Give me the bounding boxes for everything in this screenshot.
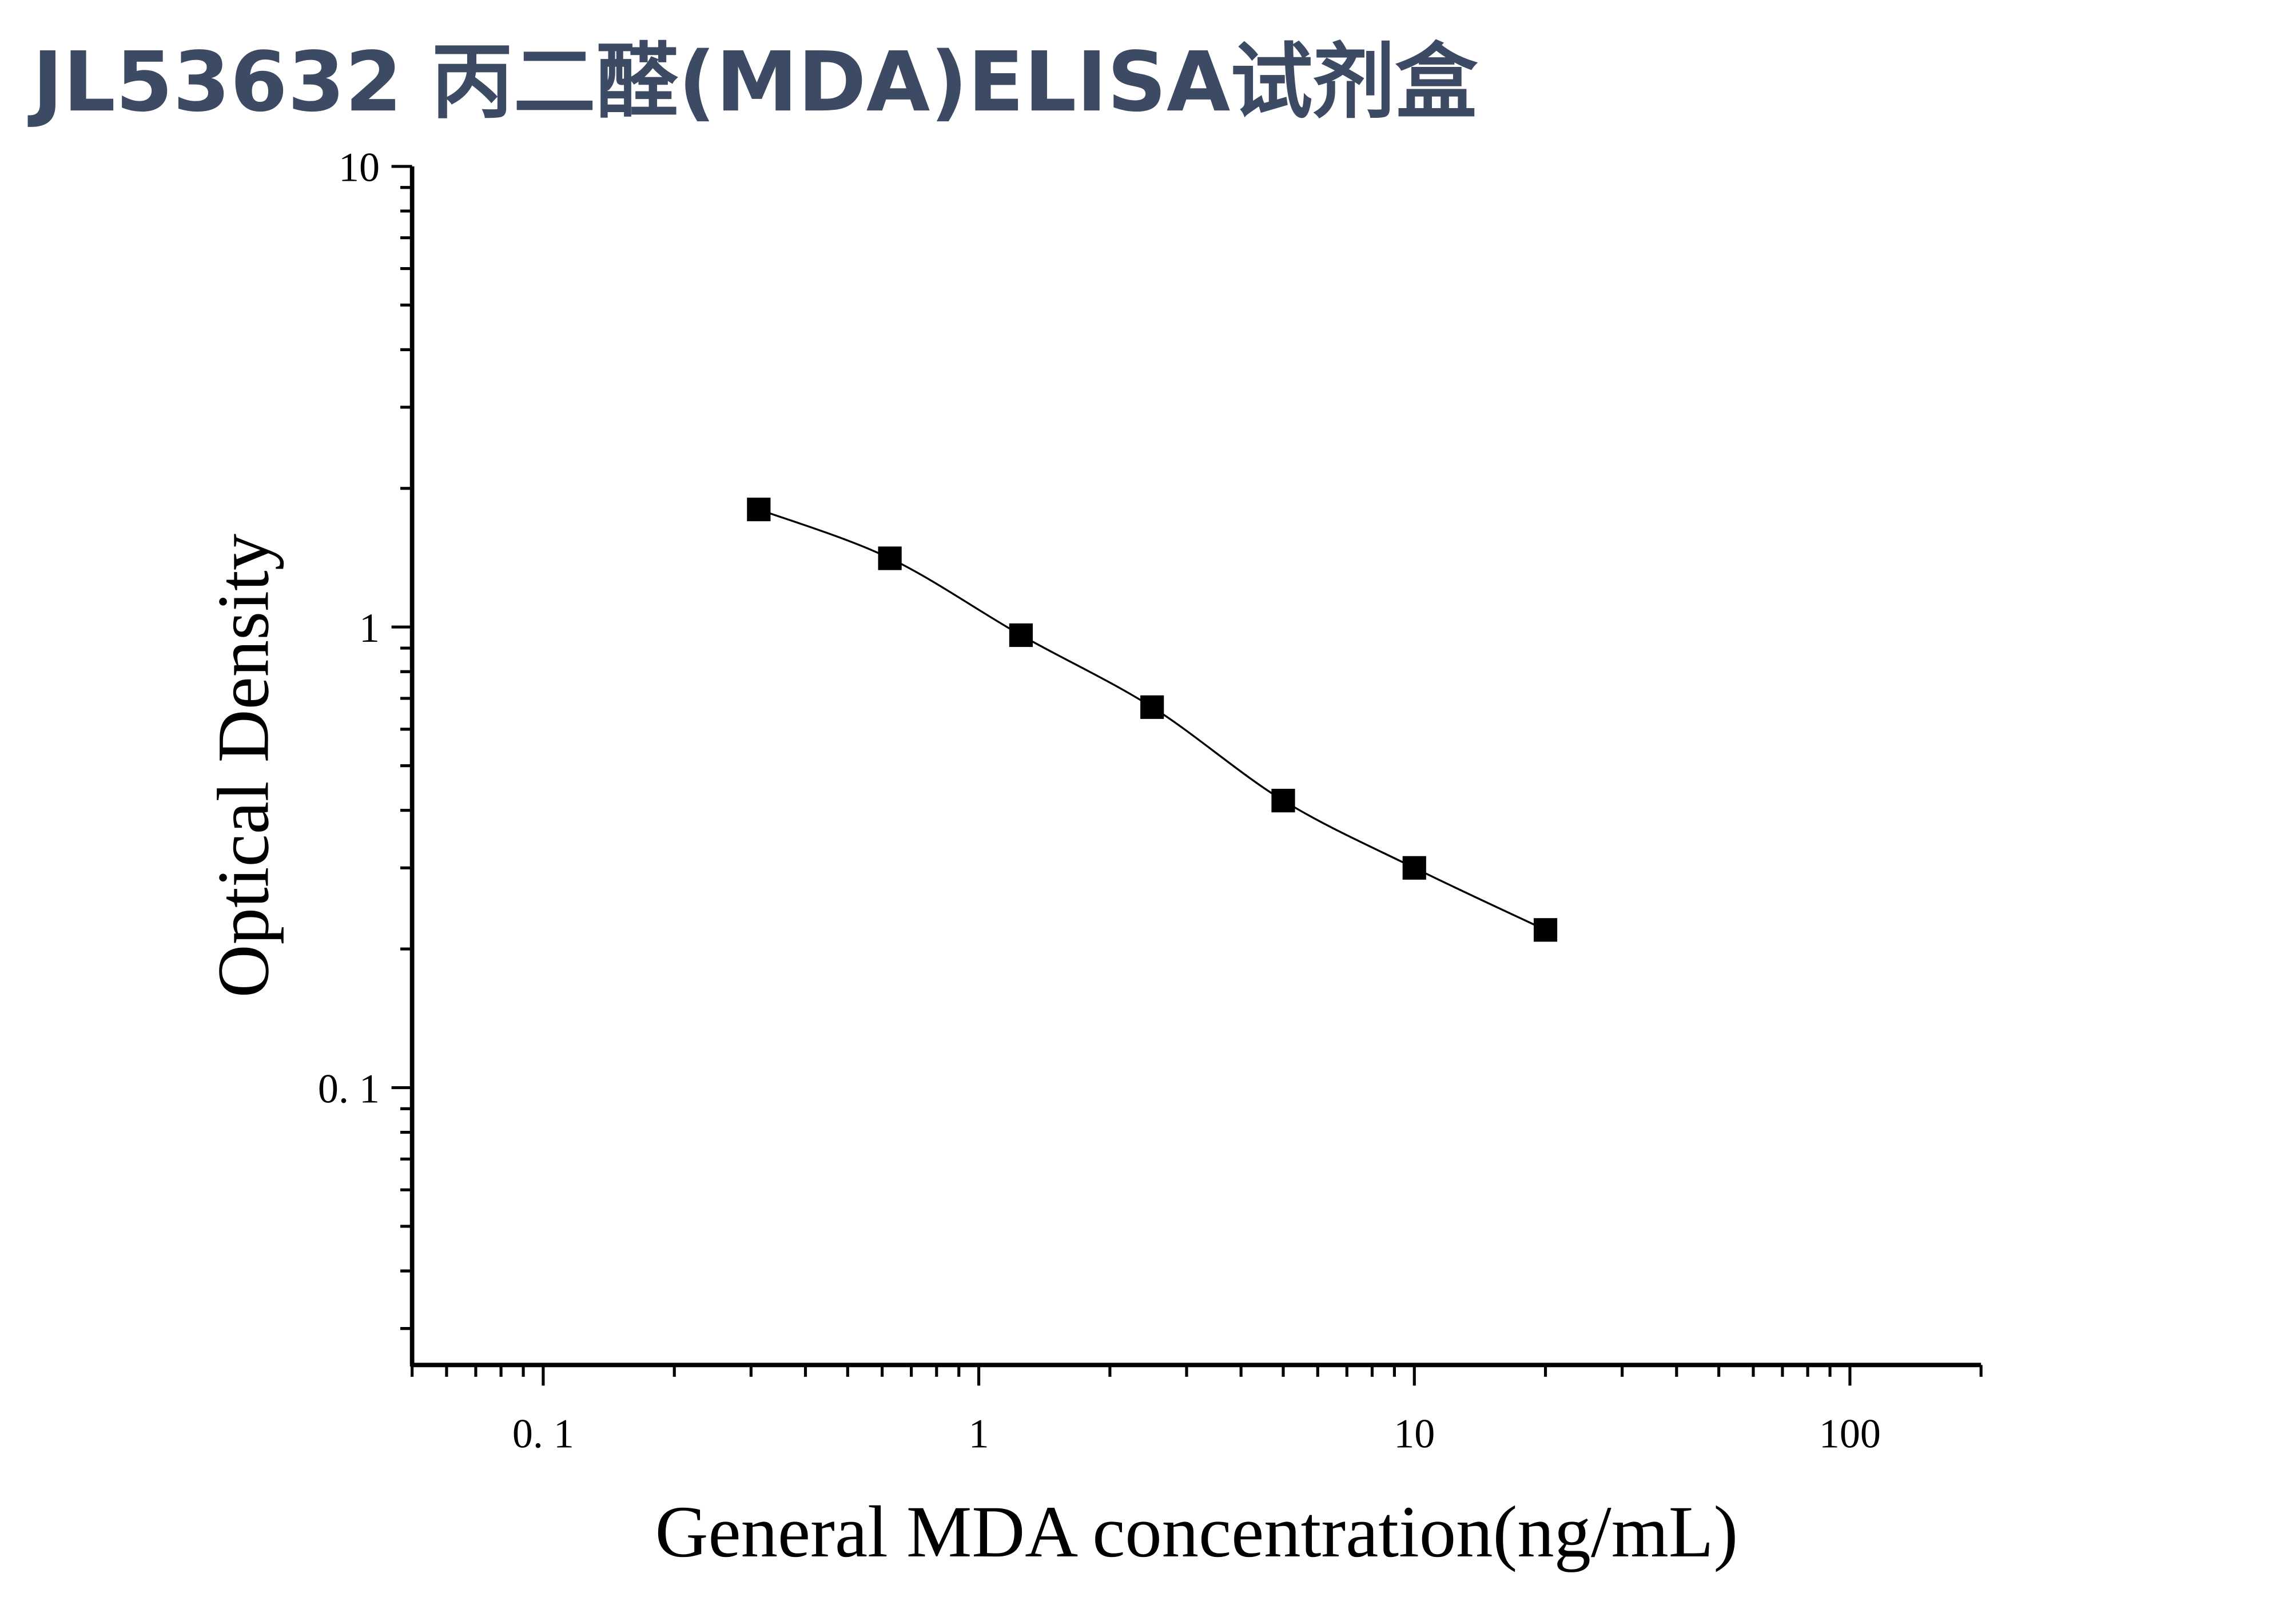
data-point [1009, 623, 1033, 647]
data-point [1402, 856, 1426, 880]
data-point [878, 546, 902, 570]
fit-curve-group [758, 508, 1546, 931]
y-tick-label: 10 [339, 145, 380, 190]
fit-curve [758, 508, 1546, 931]
y-tick-label: 0. 1 [318, 1066, 380, 1111]
chart-title: JL53632 丙二醛(MDA)ELISA试剂盒 [27, 34, 1478, 130]
y-tick-label: 1 [359, 605, 380, 651]
data-point [1533, 918, 1558, 942]
x-tick-label: 1 [969, 1411, 989, 1457]
y-axis-label: Optical Density [202, 534, 284, 998]
x-tick-label: 100 [1819, 1411, 1881, 1457]
x-tick-label: 0. 1 [512, 1411, 574, 1457]
data-points [747, 498, 1558, 942]
data-point [747, 498, 771, 522]
data-point [1271, 789, 1295, 813]
data-point [1140, 695, 1164, 719]
x-tick-label: 10 [1394, 1411, 1435, 1457]
axes: 0. 1 1 10 100 0. 1 1 10 [318, 145, 1983, 1457]
x-axis-label: General MDA concentration(ng/mL) [655, 1491, 1738, 1572]
